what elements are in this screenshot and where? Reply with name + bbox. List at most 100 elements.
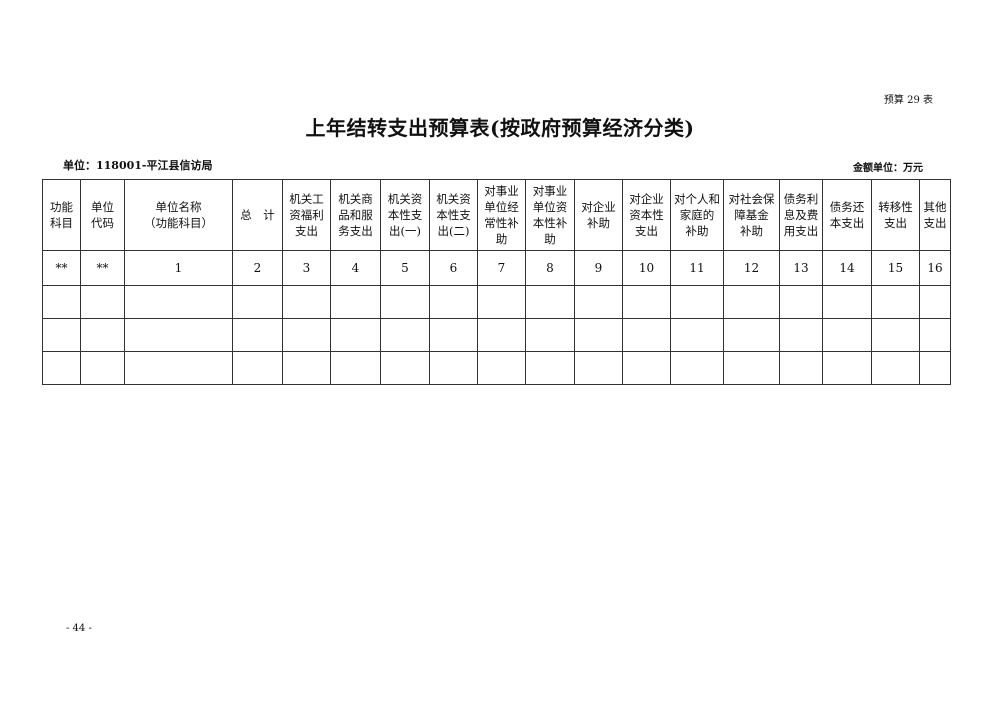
- table-row-cell: [670, 351, 724, 385]
- table-row-cell: [42, 285, 81, 319]
- page-title: 上年结转支出预算表(按政府预算经济分类): [305, 116, 695, 140]
- index-row-cell: 5: [380, 250, 430, 286]
- table-row-cell: [477, 318, 526, 352]
- header-row-cell: 单位 代码: [80, 179, 125, 251]
- header-row-cell: 机关商 品和服 务支出: [330, 179, 381, 251]
- header-row-cell: 对社会保 障基金 补助: [723, 179, 780, 251]
- table-row-cell: [124, 351, 233, 385]
- header-row-cell: 对企业 资本性 支出: [622, 179, 671, 251]
- table-row-cell: [380, 318, 430, 352]
- header-row-cell: 对企业 补助: [574, 179, 623, 251]
- table-row-cell: [429, 285, 478, 319]
- header-row-cell: 对事业 单位资 本性补 助: [525, 179, 575, 251]
- table-row: [42, 351, 951, 385]
- table-row-cell: [574, 318, 623, 352]
- table-row-cell: [282, 318, 331, 352]
- table-row-cell: [574, 351, 623, 385]
- index-row-cell: 6: [429, 250, 478, 286]
- table-row-cell: [723, 285, 780, 319]
- table-row: [42, 285, 951, 319]
- index-row-cell: 3: [282, 250, 331, 286]
- table-row-cell: [822, 318, 872, 352]
- form-number: 预算 29 表: [883, 95, 933, 106]
- index-row-cell: 16: [919, 250, 951, 286]
- table-row-cell: [330, 285, 381, 319]
- index-row: ** ** 1 2 3 4 5 6 7 8 9 10 11 12 13 14 15 16: [42, 250, 951, 286]
- header-row-cell: 债务还 本支出: [822, 179, 872, 251]
- table-row-cell: [525, 285, 575, 319]
- index-row-cell: **: [80, 250, 125, 286]
- index-row-cell: 10: [622, 250, 671, 286]
- table-row-cell: [871, 318, 920, 352]
- table-row-cell: [622, 285, 671, 319]
- header-row-cell: 机关资 本性支 出(二): [429, 179, 478, 251]
- table-row-cell: [282, 351, 331, 385]
- table-row-cell: [670, 285, 724, 319]
- table-row: [42, 318, 951, 352]
- budget-table: 功能 科目 单位 代码 单位名称 （功能科目）总 计机关工 资福利 支出 机关商 品和…: [42, 179, 951, 385]
- table-row-cell: [282, 285, 331, 319]
- header-row-cell: 机关工 资福利 支出: [282, 179, 331, 251]
- table-row-cell: [822, 351, 872, 385]
- table-row-cell: [232, 285, 283, 319]
- table-row-cell: [80, 351, 125, 385]
- header-row-cell: 总 计: [232, 179, 283, 251]
- table-row-cell: [779, 285, 823, 319]
- table-row-cell: [723, 318, 780, 352]
- index-row-cell: 4: [330, 250, 381, 286]
- index-row-cell: **: [42, 250, 81, 286]
- header-row-cell: 机关资 本性支 出(一): [380, 179, 430, 251]
- header-row-cell: 对个人和 家庭的 补助: [670, 179, 724, 251]
- table-row-cell: [80, 285, 125, 319]
- table-row-cell: [330, 351, 381, 385]
- table-row-cell: [330, 318, 381, 352]
- table-row-cell: [42, 351, 81, 385]
- table-row-cell: [525, 318, 575, 352]
- table-row-cell: [80, 318, 125, 352]
- table-row-cell: [380, 285, 430, 319]
- table-row-cell: [574, 285, 623, 319]
- header-row-cell: 债务利 息及费 用支出: [779, 179, 823, 251]
- page-number: - 44 -: [66, 623, 92, 634]
- table-row-cell: [477, 285, 526, 319]
- table-row-cell: [723, 351, 780, 385]
- index-row-cell: 12: [723, 250, 780, 286]
- table-row-cell: [622, 318, 671, 352]
- table-row-cell: [429, 351, 478, 385]
- index-row-cell: 11: [670, 250, 724, 286]
- header-row-cell: 其他 支出: [919, 179, 951, 251]
- table-row-cell: [525, 351, 575, 385]
- table-row-cell: [429, 318, 478, 352]
- index-row-cell: 7: [477, 250, 526, 286]
- table-row-cell: [822, 285, 872, 319]
- table-row-cell: [42, 318, 81, 352]
- header-row-cell: 对事业 单位经 常性补 助: [477, 179, 526, 251]
- header-row-cell: 转移性 支出: [871, 179, 920, 251]
- table-row-cell: [124, 318, 233, 352]
- header-row: 功能 科目 单位 代码 单位名称 （功能科目）总 计机关工 资福利 支出 机关商 品和…: [42, 179, 951, 251]
- table-row-cell: [779, 351, 823, 385]
- index-row-cell: 15: [871, 250, 920, 286]
- index-row-cell: 2: [232, 250, 283, 286]
- table-row-cell: [622, 351, 671, 385]
- table-row-cell: [232, 318, 283, 352]
- table-row-cell: [919, 318, 951, 352]
- table-row-cell: [380, 351, 430, 385]
- index-row-cell: 1: [124, 250, 233, 286]
- index-row-cell: 14: [822, 250, 872, 286]
- table-row-cell: [232, 351, 283, 385]
- table-row-cell: [124, 285, 233, 319]
- header-row-cell: 单位名称 （功能科目）: [124, 179, 233, 251]
- index-row-cell: 13: [779, 250, 823, 286]
- table-row-cell: [919, 285, 951, 319]
- table-row-cell: [871, 351, 920, 385]
- index-row-cell: 9: [574, 250, 623, 286]
- table-row-cell: [779, 318, 823, 352]
- table-row-cell: [871, 285, 920, 319]
- table-row-cell: [670, 318, 724, 352]
- table-row-cell: [919, 351, 951, 385]
- table-row-cell: [477, 351, 526, 385]
- index-row-cell: 8: [525, 250, 575, 286]
- money-unit-label: 金额单位：万元: [853, 163, 923, 174]
